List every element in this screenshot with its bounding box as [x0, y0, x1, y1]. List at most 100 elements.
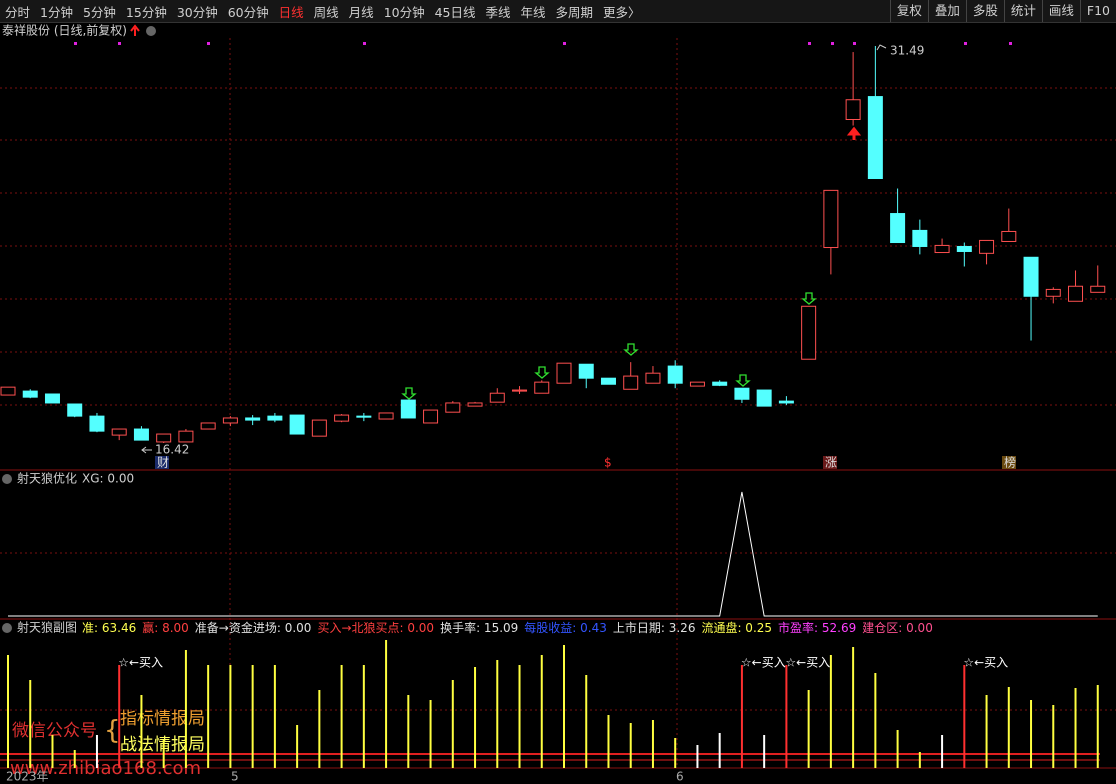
candle-body — [200, 422, 216, 430]
candle-body — [823, 189, 839, 249]
candle-body — [156, 433, 172, 443]
candle-body — [645, 372, 661, 384]
toolbar: 分时 1分钟 5分钟 15分钟 30分钟 60分钟 日线 周线 月线 10分钟 45日线 季线 年线 多周… — [0, 0, 1116, 23]
candle-body — [89, 415, 105, 432]
toolbar-tab[interactable]: 60分钟 — [227, 4, 269, 20]
candle-body — [734, 387, 750, 400]
indicator-value: 准备→资金进场: 0.00 — [195, 620, 312, 635]
candle-body — [0, 386, 16, 396]
candle-body — [222, 417, 238, 424]
toolbar-button[interactable]: 叠加 — [927, 0, 966, 22]
candle-body — [512, 389, 528, 392]
stock-title: 泰祥股份 (日线,前复权) — [2, 23, 127, 38]
candle-body — [133, 428, 149, 441]
candle-body — [689, 381, 705, 387]
candle-body — [534, 381, 550, 394]
candle-body — [1068, 285, 1084, 302]
candle-body — [556, 362, 572, 384]
toolbar-button[interactable]: 画线 — [1041, 0, 1080, 22]
toolbar-button[interactable]: 复权 — [889, 0, 928, 22]
candle-body — [890, 213, 906, 244]
candle-body — [712, 381, 728, 386]
x-label: 5 — [231, 770, 239, 784]
toolbar-tab[interactable]: 周线 — [313, 4, 339, 20]
marker: 榜 — [1004, 455, 1016, 470]
candle-body — [67, 403, 83, 417]
candle-body — [378, 412, 394, 420]
candle-body — [623, 375, 639, 390]
candle-body — [1023, 256, 1039, 297]
toolbar-button[interactable]: F10 — [1079, 0, 1116, 22]
x-label: 6 — [676, 770, 684, 784]
buy-label: ☆←买入 — [963, 656, 1008, 670]
candle-body — [667, 365, 683, 384]
toolbar-tab[interactable]: 季线 — [485, 4, 511, 20]
candle-body — [1001, 230, 1017, 242]
toolbar-tab[interactable]: 月线 — [348, 4, 374, 20]
panel-value: XG: 0.00 — [82, 472, 134, 486]
candle-body — [1090, 285, 1106, 293]
panel-title: 射天狼副图 — [17, 620, 77, 635]
candle-body — [311, 419, 327, 437]
candle-body — [334, 414, 350, 422]
candle-body — [22, 390, 38, 398]
svg-text:{: { — [104, 716, 121, 746]
buy-label: ☆←买入 — [741, 656, 786, 670]
candle-body — [756, 389, 772, 407]
toolbar-tab[interactable]: 5分钟 — [82, 4, 116, 20]
toolbar-tab[interactable]: 15分钟 — [125, 4, 167, 20]
toolbar-tab[interactable]: 45日线 — [434, 4, 476, 20]
toolbar-tab[interactable]: 分时 — [5, 4, 31, 20]
toolbar-tab[interactable]: 更多〉 — [603, 4, 641, 20]
candle-body — [867, 96, 883, 180]
candle-body — [44, 393, 60, 404]
indicator-value: 流通盘: 0.25 — [701, 620, 772, 635]
buy-label: ☆←买入 — [118, 656, 163, 670]
toolbar-tab[interactable]: 日线 — [278, 4, 304, 20]
indicator-value: 每股收益: 0.43 — [524, 620, 607, 635]
watermark: www.zhibiao168.com — [10, 758, 201, 779]
indicator-value: 建仓区: 0.00 — [862, 621, 933, 635]
watermark: 微信公众号 — [12, 721, 97, 741]
indicator-value: 买入→北狼买点: 0.00 — [317, 620, 434, 635]
indicator-value: 换手率: 15.09 — [440, 620, 518, 635]
toolbar-tab[interactable]: 30分钟 — [176, 4, 218, 20]
panel-header: 准: 63.46 赢: 8.00 准备→资金进场: 0.00 买入→北狼买点: 0.0… — [82, 620, 933, 635]
indicator-value: 赢: 8.00 — [142, 620, 189, 635]
xg-line — [8, 491, 1098, 617]
low-annotation: 16.42 — [155, 443, 189, 457]
toolbar-tab[interactable]: 年线 — [520, 4, 546, 20]
menu-button[interactable] — [146, 26, 156, 36]
candle-body — [912, 229, 928, 247]
high-annotation: 31.49 — [890, 44, 924, 58]
candle-body — [979, 239, 995, 254]
candle-body — [423, 409, 439, 424]
candle-body — [467, 402, 483, 407]
candle-body — [600, 377, 616, 385]
x-label: 2023年 — [6, 770, 49, 784]
candle-body — [289, 414, 305, 435]
marker: $ — [604, 456, 612, 470]
watermark: 战法情报局 — [120, 735, 205, 755]
candle-body — [489, 392, 505, 403]
toolbar-tab[interactable]: 多周期 — [555, 4, 594, 20]
candle-body — [778, 400, 794, 404]
toolbar-button[interactable]: 多股 — [965, 0, 1004, 22]
candle-body — [801, 305, 817, 360]
toolbar-button[interactable]: 统计 — [1003, 0, 1042, 22]
candle-body — [267, 415, 283, 421]
candle-body — [400, 399, 416, 419]
watermark: 指标情报局 — [120, 709, 205, 729]
indicator-value: 上市日期: 3.26 — [613, 620, 696, 635]
toolbar-tab[interactable]: 1分钟 — [40, 4, 73, 20]
candle-body — [845, 99, 861, 120]
toolbar-tab[interactable]: 10分钟 — [383, 4, 425, 20]
candle-body — [245, 417, 261, 421]
candle-body — [356, 415, 372, 418]
candle-body — [178, 430, 194, 443]
candle-body — [445, 402, 461, 413]
candle-body — [111, 428, 127, 436]
panel-title: 射天狼优化 — [17, 471, 77, 486]
